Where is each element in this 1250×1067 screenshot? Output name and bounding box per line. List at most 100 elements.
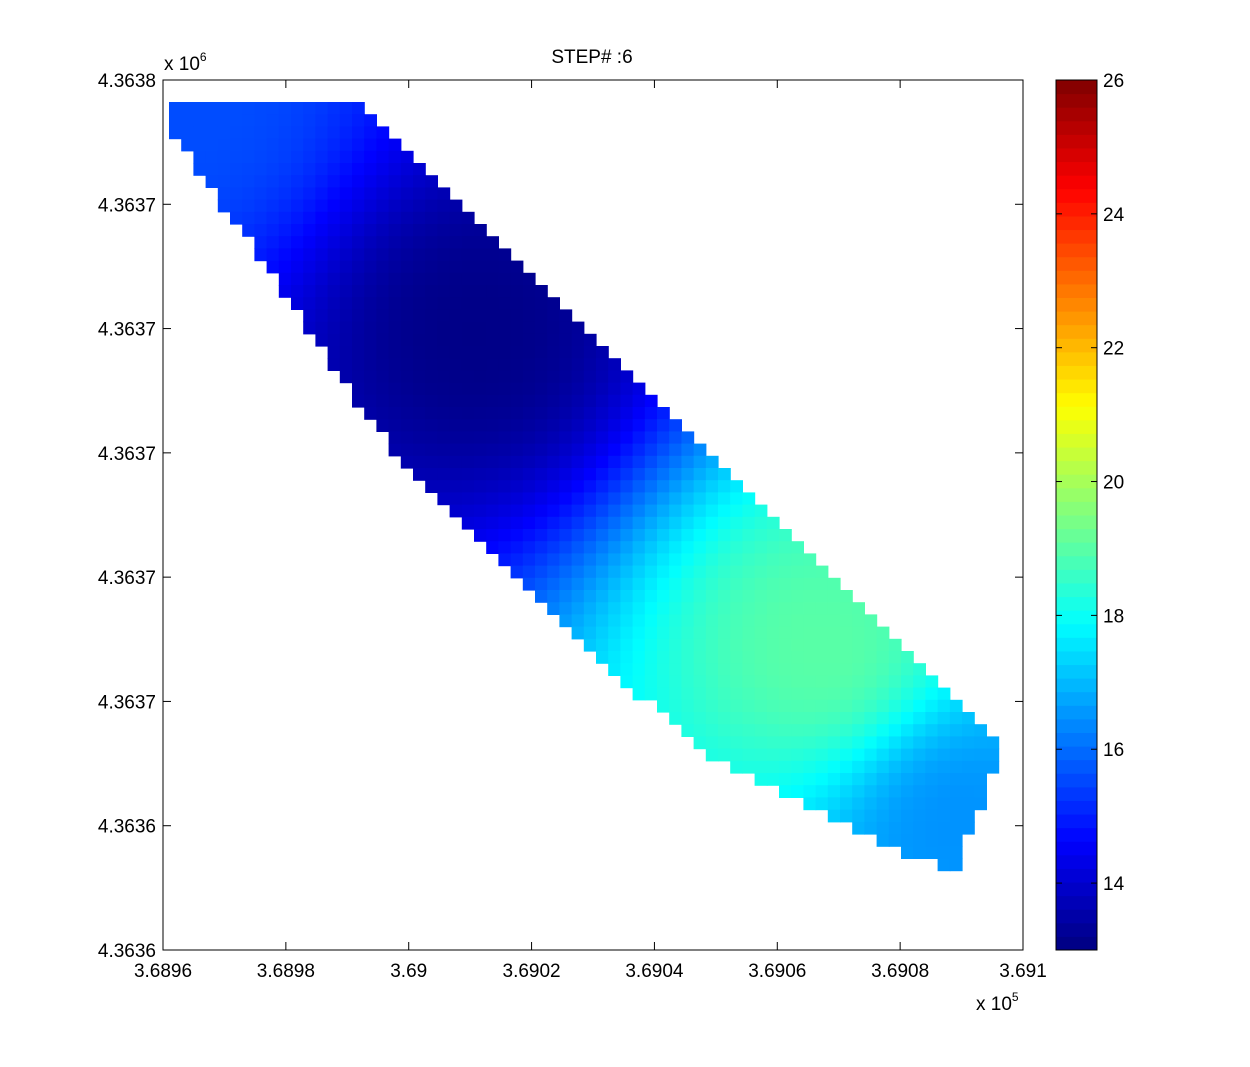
heatmap-cell bbox=[364, 394, 377, 408]
heatmap-cell bbox=[644, 468, 658, 481]
heatmap-cell bbox=[754, 553, 768, 567]
heatmap-cell bbox=[657, 431, 670, 445]
heatmap-cell bbox=[425, 394, 438, 408]
heatmap-cell bbox=[815, 773, 829, 786]
heatmap-cell bbox=[913, 687, 926, 701]
heatmap-cell bbox=[657, 419, 670, 432]
heatmap-cell bbox=[461, 492, 475, 506]
heatmap-cell bbox=[925, 712, 939, 725]
heatmap-cell bbox=[461, 272, 475, 286]
heatmap-cell bbox=[644, 626, 658, 640]
heatmap-cell bbox=[632, 504, 646, 518]
heatmap-cell bbox=[693, 651, 707, 664]
heatmap-cell bbox=[461, 309, 475, 323]
heatmap-cell bbox=[242, 175, 255, 188]
colorbar-band bbox=[1056, 134, 1097, 149]
heatmap-cell bbox=[705, 748, 719, 762]
heatmap-cell bbox=[571, 358, 585, 371]
heatmap-cell bbox=[303, 272, 316, 286]
heatmap-cell bbox=[620, 541, 634, 554]
heatmap-cell bbox=[840, 785, 853, 798]
colorbar-tick-label: 16 bbox=[1103, 740, 1124, 761]
heatmap-cell bbox=[205, 126, 219, 140]
heatmap-cell bbox=[681, 480, 695, 493]
heatmap-cell bbox=[803, 785, 817, 798]
heatmap-cell bbox=[352, 297, 365, 310]
heatmap-cell bbox=[608, 419, 621, 432]
heatmap-cell bbox=[364, 126, 377, 140]
heatmap-cell bbox=[730, 565, 743, 579]
colorbar-band bbox=[1056, 569, 1097, 584]
colorbar-band bbox=[1056, 243, 1097, 258]
colorbar-band bbox=[1056, 814, 1097, 829]
heatmap-cell bbox=[242, 187, 255, 201]
heatmap-cell bbox=[840, 736, 853, 750]
heatmap-cell bbox=[827, 773, 841, 786]
heatmap-cell bbox=[962, 785, 975, 798]
heatmap-cell bbox=[291, 272, 304, 286]
heatmap-cell bbox=[547, 321, 560, 335]
heatmap-cell bbox=[608, 638, 621, 652]
heatmap-cell bbox=[437, 211, 451, 225]
heatmap-cell bbox=[852, 663, 865, 676]
heatmap-cell bbox=[815, 626, 829, 640]
heatmap-cell bbox=[522, 455, 536, 469]
heatmap-cell bbox=[413, 333, 426, 347]
heatmap-cell bbox=[791, 638, 804, 652]
heatmap-cell bbox=[657, 651, 670, 664]
heatmap-cell bbox=[718, 602, 731, 615]
heatmap-cell bbox=[632, 407, 646, 420]
heatmap-cell bbox=[315, 297, 329, 310]
heatmap-cell bbox=[571, 590, 585, 603]
heatmap-cell bbox=[388, 150, 402, 164]
heatmap-cell bbox=[559, 431, 573, 445]
heatmap-cell bbox=[803, 565, 817, 579]
heatmap-cell bbox=[254, 114, 268, 127]
heatmap-cell bbox=[400, 248, 414, 262]
heatmap-cell bbox=[303, 114, 316, 127]
heatmap-cell bbox=[425, 468, 438, 481]
heatmap-cell bbox=[339, 321, 353, 335]
heatmap-cell bbox=[278, 224, 292, 237]
heatmap-cell bbox=[327, 175, 341, 188]
heatmap-cell bbox=[278, 175, 292, 188]
heatmap-cell bbox=[474, 321, 487, 335]
heatmap-cell bbox=[754, 773, 768, 786]
heatmap-cell bbox=[840, 590, 853, 603]
heatmap-cell bbox=[449, 236, 463, 249]
heatmap-cell bbox=[888, 651, 902, 664]
heatmap-cell bbox=[596, 541, 609, 554]
heatmap-cell bbox=[766, 577, 780, 591]
heatmap-cell bbox=[376, 187, 390, 201]
heatmap-cell bbox=[608, 394, 621, 408]
heatmap-cell bbox=[791, 590, 804, 603]
heatmap-cell bbox=[291, 175, 304, 188]
heatmap-cell bbox=[766, 565, 780, 579]
heatmap-cell bbox=[388, 163, 402, 176]
heatmap-cell bbox=[461, 224, 475, 237]
heatmap-cell bbox=[779, 760, 792, 774]
colorbar-band bbox=[1056, 406, 1097, 421]
heatmap-cell bbox=[779, 724, 792, 737]
heatmap-cell bbox=[583, 419, 597, 432]
heatmap-cell bbox=[974, 773, 987, 786]
heatmap-cell bbox=[291, 138, 304, 152]
heatmap-cell bbox=[364, 309, 377, 323]
heatmap-cell bbox=[583, 590, 597, 603]
colorbar-band bbox=[1056, 746, 1097, 761]
heatmap-cell bbox=[327, 248, 341, 262]
heatmap-cell bbox=[815, 638, 829, 652]
heatmap-cell bbox=[657, 699, 670, 713]
heatmap-cell bbox=[840, 748, 853, 762]
heatmap-cell bbox=[632, 638, 646, 652]
heatmap-cell bbox=[291, 236, 304, 249]
heatmap-cell bbox=[681, 614, 695, 628]
heatmap-cell bbox=[876, 821, 890, 835]
heatmap-cell bbox=[596, 480, 609, 493]
heatmap-cell bbox=[596, 431, 609, 445]
heatmap-cell bbox=[339, 236, 353, 249]
heatmap-cell bbox=[608, 370, 621, 384]
heatmap-cell bbox=[327, 224, 341, 237]
colorbar-band bbox=[1056, 365, 1097, 380]
heatmap-cell bbox=[559, 443, 573, 457]
